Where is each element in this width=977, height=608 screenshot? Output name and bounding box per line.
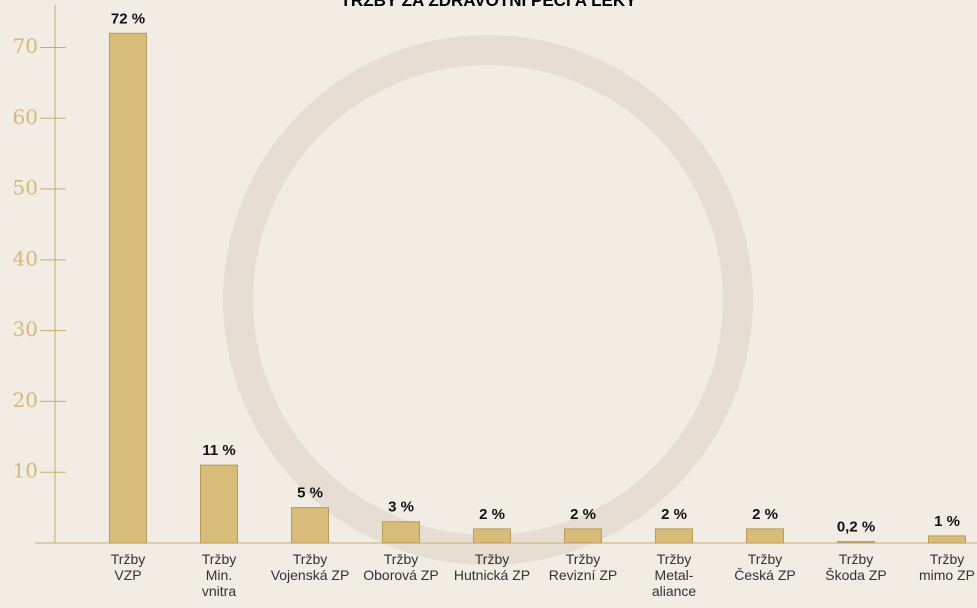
value-label: 11 % <box>202 442 235 459</box>
value-label: 2 % <box>752 506 778 523</box>
bar <box>564 528 602 544</box>
x-tick-label: Tržby Revizní ZP <box>548 551 618 583</box>
bar <box>746 528 784 544</box>
bar <box>200 464 238 544</box>
bar <box>291 507 329 544</box>
x-tick-label: Tržby VZP <box>110 551 146 583</box>
x-tick-label: Tržby Oborová ZP <box>363 551 439 583</box>
x-tick-label: Tržby Hutnická ZP <box>453 551 531 583</box>
chart-title: TRŽBY ZA ZDRAVOTNÍ PÉČI A LÉKY <box>340 0 637 10</box>
y-tick-label: 60 <box>13 105 38 129</box>
y-tick-label: 70 <box>13 34 38 58</box>
x-tick-label: Tržby Vojenská ZP <box>270 551 350 583</box>
bar <box>655 528 693 544</box>
bar <box>382 521 420 544</box>
bar <box>928 535 966 544</box>
x-tick-label: Tržby Min. vnitra <box>201 551 237 599</box>
x-tick-label: Tržby Česká ZP <box>734 551 796 583</box>
value-label: 2 % <box>661 506 687 523</box>
y-tick-label: 40 <box>13 246 38 270</box>
value-label: 3 % <box>388 499 414 516</box>
bar <box>109 32 147 544</box>
value-label: 0,2 % <box>837 519 875 536</box>
value-label: 2 % <box>570 506 596 523</box>
y-tick-label: 20 <box>13 388 38 412</box>
y-tick-label: 30 <box>13 317 38 341</box>
value-label: 5 % <box>297 485 323 502</box>
watermark <box>223 35 753 565</box>
x-tick-label: Tržby mimo ZP <box>919 551 975 583</box>
y-tick-label: 10 <box>13 459 38 483</box>
x-tick-label: Tržby Metal- aliance <box>651 551 697 599</box>
value-label: 72 % <box>111 10 145 27</box>
value-label: 1 % <box>934 513 960 530</box>
y-tick-label: 50 <box>13 176 38 200</box>
bar <box>837 541 875 544</box>
bar <box>473 528 511 544</box>
x-tick-label: Tržby Škoda ZP <box>825 551 887 583</box>
value-label: 2 % <box>479 506 505 523</box>
